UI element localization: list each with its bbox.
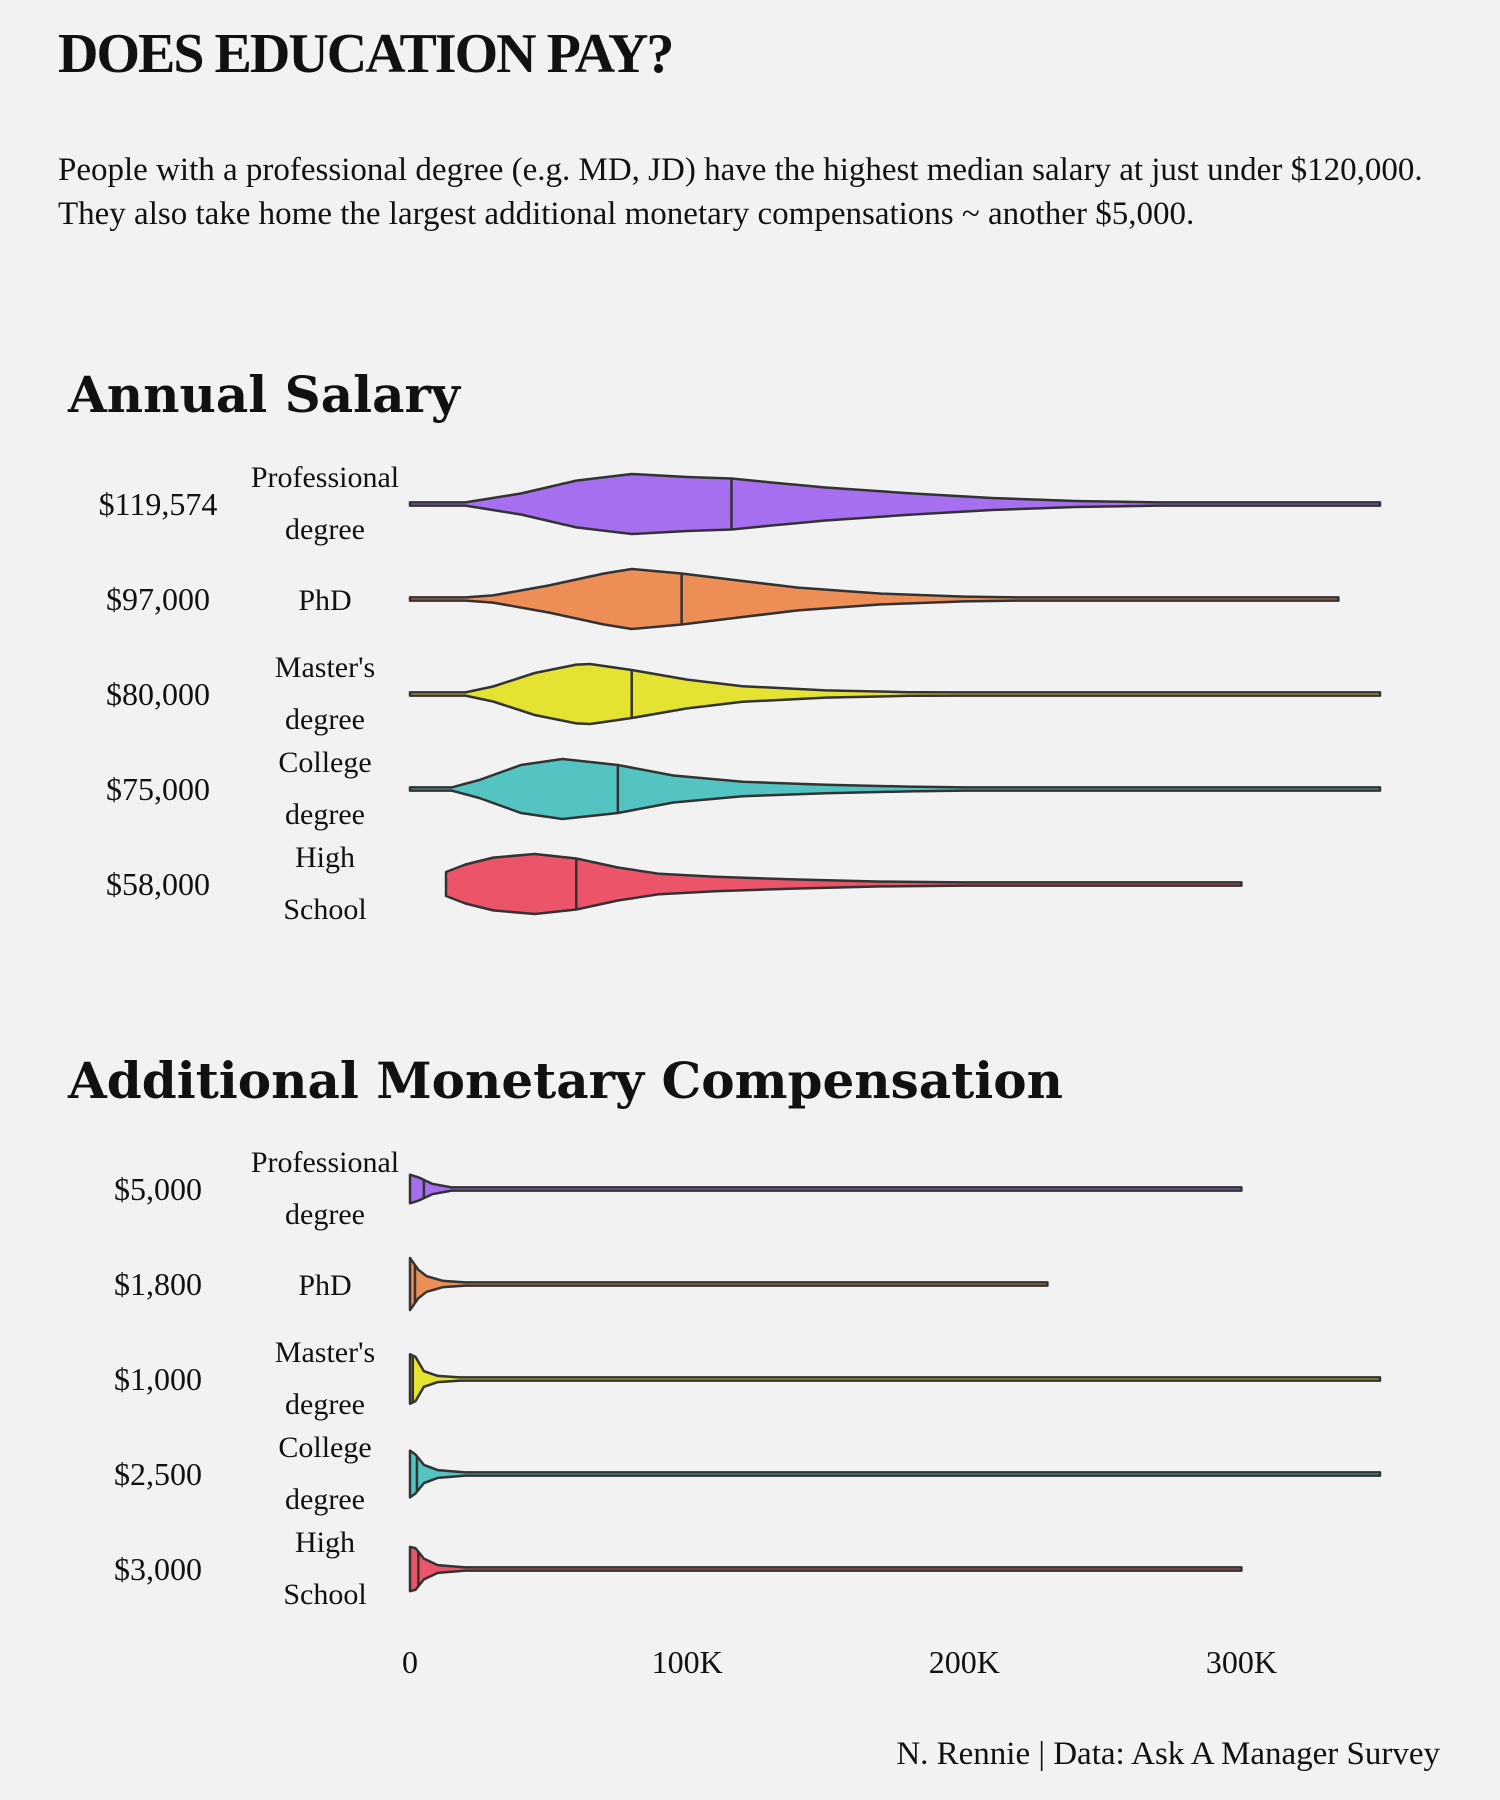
category-label: High	[295, 1526, 355, 1559]
x-tick-label: 0	[402, 1644, 418, 1680]
violin-shape	[444, 852, 1243, 916]
x-tick-label: 200K	[929, 1644, 1000, 1680]
category-label: PhD	[298, 1269, 351, 1302]
category-label: Professional	[251, 461, 399, 494]
violin-row: $5,000 Professional degree	[114, 1146, 1243, 1231]
median-value-label: $1,800	[114, 1266, 202, 1302]
chart-title: DOES EDUCATION PAY?	[58, 23, 674, 85]
category-label: School	[283, 893, 366, 926]
category-label: PhD	[298, 584, 351, 617]
violin-row: $119,574 Professional degree	[99, 461, 1382, 546]
category-label: Master's	[275, 1336, 375, 1369]
violin-shape	[408, 472, 1382, 536]
category-label: Master's	[275, 651, 375, 684]
violin-shape	[408, 662, 1382, 726]
x-tick-label: 100K	[652, 1644, 723, 1680]
median-value-label: $97,000	[106, 581, 210, 617]
category-label: degree	[285, 1198, 365, 1231]
category-label: degree	[285, 1388, 365, 1421]
category-label: degree	[285, 1483, 365, 1516]
panel-1: Additional Monetary Compensation $5,000 Pr…	[67, 1051, 1382, 1680]
median-value-label: $2,500	[114, 1456, 202, 1492]
category-label: School	[283, 1578, 366, 1611]
category-label: degree	[285, 513, 365, 546]
chart-caption: N. Rennie | Data: Ask A Manager Survey	[896, 1736, 1440, 1772]
median-value-label: $1,000	[114, 1361, 202, 1397]
panel-title: Annual Salary	[67, 365, 462, 424]
median-value-label: $3,000	[114, 1551, 202, 1587]
violin-row: $80,000 Master's degree	[106, 651, 1382, 736]
chart-subtitle: People with a professional degree (e.g. …	[58, 152, 1423, 232]
violin-row: $97,000 PhD	[106, 567, 1340, 631]
violin-shape	[408, 757, 1382, 821]
x-tick-label: 300K	[1206, 1644, 1277, 1680]
median-value-label: $80,000	[106, 676, 210, 712]
violin-shape	[408, 1545, 1243, 1593]
category-label: Professional	[251, 1146, 399, 1179]
median-value-label: $58,000	[106, 866, 210, 902]
violin-row: $3,000 High School	[114, 1526, 1243, 1611]
violin-shape	[408, 1256, 1049, 1312]
violin-row: $2,500 College degree	[114, 1431, 1382, 1516]
median-value-label: $75,000	[106, 771, 210, 807]
category-label: College	[278, 1431, 371, 1464]
median-value-label: $5,000	[114, 1171, 202, 1207]
category-label: High	[295, 841, 355, 874]
violin-shape	[408, 1353, 1382, 1405]
median-value-label: $119,574	[99, 486, 218, 522]
category-label: College	[278, 746, 371, 779]
violin-row: $58,000 High School	[106, 841, 1243, 926]
category-label: degree	[285, 703, 365, 736]
violin-row: $1,800 PhD	[114, 1256, 1049, 1312]
violin-row: $75,000 College degree	[106, 746, 1382, 831]
panel-0: Annual Salary$119,574Professionaldegree$…	[67, 365, 1382, 926]
violin-shape	[408, 567, 1340, 631]
panel-title: Additional Monetary Compensation	[67, 1051, 1063, 1110]
violin-shape	[408, 1173, 1243, 1205]
violin-shape	[408, 1449, 1382, 1499]
violin-row: $1,000 Master's degree	[114, 1336, 1382, 1421]
category-label: degree	[285, 798, 365, 831]
